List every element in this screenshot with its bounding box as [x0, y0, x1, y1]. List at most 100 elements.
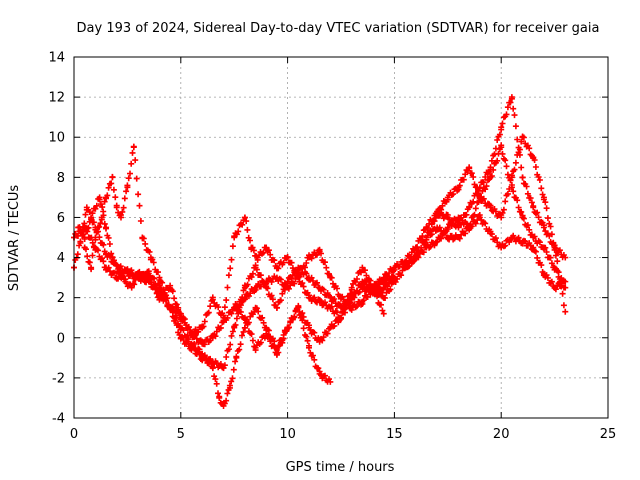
data-point — [402, 264, 409, 271]
data-point — [241, 294, 248, 301]
data-point — [241, 284, 248, 291]
data-point — [295, 274, 302, 281]
data-point — [476, 194, 483, 201]
data-point — [252, 284, 259, 291]
data-point — [188, 344, 195, 351]
data-point — [551, 244, 558, 251]
data-point — [508, 174, 515, 181]
data-point — [98, 214, 105, 221]
data-point — [540, 244, 547, 251]
data-point — [254, 254, 261, 261]
data-point — [380, 284, 387, 291]
data-point — [551, 264, 558, 271]
data-point — [241, 214, 248, 221]
data-points — [71, 94, 569, 409]
data-point — [380, 274, 387, 281]
data-point — [327, 294, 334, 301]
y-tick-label: -4 — [52, 412, 65, 427]
data-point — [226, 384, 233, 391]
data-point — [88, 264, 95, 271]
data-point — [412, 254, 419, 261]
data-point — [444, 234, 451, 241]
data-point — [209, 358, 216, 365]
data-point — [92, 234, 99, 241]
data-point — [103, 250, 110, 257]
data-point — [327, 304, 334, 311]
y-tick-label: 10 — [48, 131, 65, 146]
data-point — [220, 402, 227, 409]
data-point — [551, 284, 558, 291]
data-point — [248, 244, 255, 251]
data-point — [562, 254, 569, 261]
data-point — [124, 184, 131, 191]
data-point — [117, 214, 124, 221]
data-point — [241, 324, 248, 331]
data-point — [359, 264, 366, 271]
data-point — [130, 144, 137, 151]
data-point — [81, 234, 88, 241]
data-point — [273, 304, 280, 311]
data-point — [476, 214, 483, 221]
data-point — [508, 234, 515, 241]
series-sat-h — [423, 133, 569, 315]
data-point — [103, 194, 110, 201]
data-point — [305, 254, 312, 261]
data-point — [128, 284, 135, 291]
data-point — [220, 364, 227, 371]
data-point — [348, 284, 355, 291]
data-point — [434, 238, 441, 245]
data-point — [434, 224, 441, 231]
x-tick-label: 25 — [600, 427, 617, 442]
data-point — [145, 274, 152, 281]
data-point — [284, 324, 291, 331]
data-point — [498, 214, 505, 221]
data-point — [444, 214, 451, 221]
data-point — [359, 298, 366, 305]
data-point — [177, 334, 184, 341]
data-point — [562, 278, 569, 285]
data-point — [370, 284, 377, 291]
data-point — [380, 294, 387, 301]
data-point — [109, 254, 116, 261]
data-point — [316, 248, 323, 255]
data-point — [562, 284, 569, 291]
x-tick-label: 20 — [493, 427, 510, 442]
data-point — [391, 264, 398, 271]
data-point — [263, 278, 270, 285]
data-point — [434, 210, 441, 217]
data-point — [103, 264, 110, 271]
data-point — [455, 224, 462, 231]
data-point — [284, 284, 291, 291]
data-point — [295, 304, 302, 311]
data-point — [284, 254, 291, 261]
data-point — [273, 264, 280, 271]
data-point — [316, 284, 323, 291]
data-point — [519, 174, 526, 181]
data-point — [156, 274, 163, 281]
y-axis-label: SDTVAR / TECUs — [7, 185, 22, 292]
data-point — [327, 378, 334, 385]
axis-ticks: 0 5 10 15 20 25 -4 -2 0 2 4 6 8 10 12 14 — [48, 51, 616, 443]
data-point — [199, 354, 206, 361]
series-sat-g — [402, 212, 569, 293]
data-point — [96, 194, 103, 201]
data-point — [316, 338, 323, 345]
data-point — [487, 174, 494, 181]
data-point — [263, 324, 270, 331]
data-point — [216, 394, 223, 401]
data-point — [530, 234, 537, 241]
series-sat-e — [231, 142, 569, 358]
plot-frame — [73, 56, 609, 419]
data-point — [156, 294, 163, 301]
y-tick-label: 14 — [48, 51, 65, 66]
y-tick-label: 2 — [57, 291, 65, 306]
data-point — [444, 194, 451, 201]
data-point — [209, 296, 216, 303]
data-point — [263, 244, 270, 251]
data-point — [540, 194, 547, 201]
data-point — [338, 294, 344, 301]
data-point — [444, 224, 451, 231]
series-fill-markers — [81, 143, 397, 348]
data-point — [231, 324, 238, 331]
series-fill-markers — [370, 95, 567, 291]
